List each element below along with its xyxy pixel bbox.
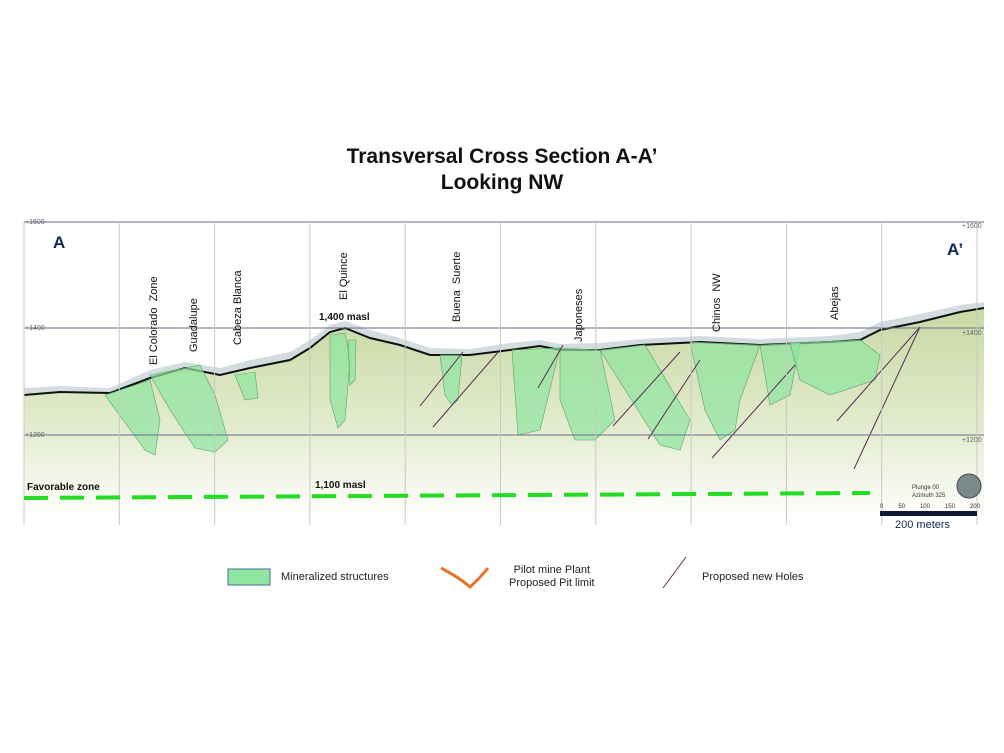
proposed-hole [537,344,564,389]
elev-label-1600-right: +1600 [962,223,982,230]
zone-label: Guadalupe [188,298,200,352]
scale-tick: 150 [944,504,955,510]
proposed-hole [711,364,796,459]
mineralized-body [789,339,881,396]
scale-label: 200 meters [895,519,951,531]
mineralized-structures [104,332,881,456]
scale-ticks: 0 50 100 150 200 [880,504,980,510]
zone-label: Japoneses [573,288,585,342]
proposed-hole [432,349,501,428]
legend-pit-line2: Proposed Pit limit [509,577,595,589]
mineralized-body [329,332,351,429]
title-line-2: Looking NW [440,171,564,194]
elev-label-1400-right: +1400 [962,330,982,337]
annotation-1400-masl: 1,400 masl [319,312,370,323]
legend-mineralized-label: Mineralized structures [281,571,389,583]
proposed-holes [419,326,921,470]
favorable-zone-label: Favorable zone [27,482,100,493]
scale-bar [880,511,977,516]
proposed-hole [419,351,464,407]
scale-tick: 100 [919,504,930,510]
zone-label: Cabeza Blanca [232,270,244,345]
scale-tick: 0 [880,504,884,510]
proposed-hole [836,326,921,422]
mineralized-body [347,339,357,386]
zone-label: Buena Suerte [451,251,463,322]
legend-holes-label: Proposed new Holes [702,571,804,583]
favorable-zone-line [23,491,871,500]
azimuth-label: Azimuth 325 [912,493,946,499]
legend-pit-limit-icon [440,566,490,590]
elev-label-1600-left: +1600 [25,219,45,226]
zone-label: Chinos NW [711,273,723,332]
elevation-grid [24,221,984,436]
mineralized-body [149,364,229,453]
legend-hole-icon [662,556,687,589]
title-line-1: Transversal Cross Section A-A’ [346,145,658,168]
elev-label-1200-right: +1200 [962,437,982,444]
elev-label-1400-left: +1400 [25,325,45,332]
section-end-label: A’ [947,240,964,259]
zone-label: Abejas [829,286,841,320]
section-start-label: A [53,233,66,252]
mineralized-body [104,379,161,456]
elev-label-1200-left: +1200 [25,432,45,439]
scale-tick: 50 [898,504,905,510]
mineralized-body [511,347,561,436]
scale-tick: 200 [969,504,980,510]
orientation-globe-icon [956,473,982,499]
plunge-label: Plunge 00 [912,485,940,491]
vertical-grid [23,222,978,525]
legend-mineralized-swatch [227,568,271,586]
legend-pit-line1: Pilot mine Plant [513,564,591,576]
surface-cover [24,302,984,395]
proposed-hole [612,351,681,427]
zone-label: El Quince [338,252,350,300]
zone-label: El Colorado Zone [148,276,160,365]
mineralized-body [234,371,259,401]
mineralized-body [439,354,463,406]
annotation-1100-masl: 1,100 masl [315,480,366,491]
proposed-hole [853,326,921,470]
